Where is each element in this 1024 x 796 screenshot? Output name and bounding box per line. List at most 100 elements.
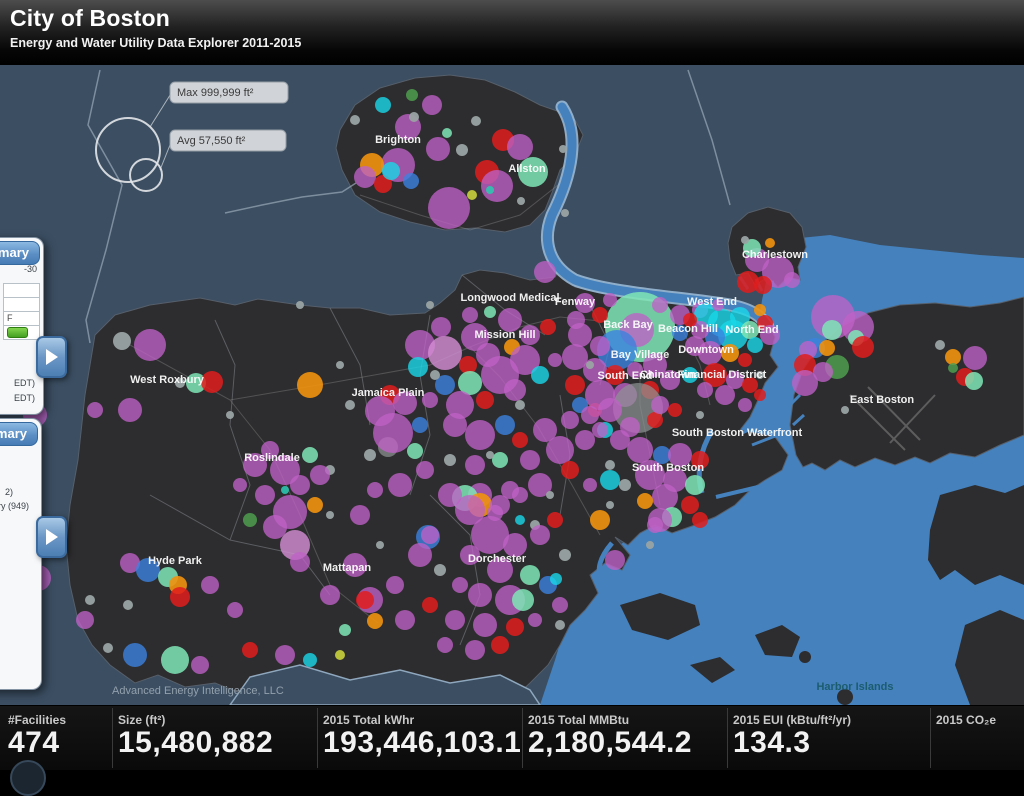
facility-bubble[interactable] <box>606 501 614 509</box>
facility-bubble[interactable] <box>518 157 548 187</box>
facility-bubble[interactable] <box>737 271 759 293</box>
facility-bubble[interactable] <box>290 552 310 572</box>
facility-bubble[interactable] <box>510 345 540 375</box>
facility-bubble[interactable] <box>113 332 131 350</box>
facility-bubble[interactable] <box>445 610 465 630</box>
facility-bubble[interactable] <box>367 613 383 629</box>
facility-bubble[interactable] <box>561 461 579 479</box>
facility-bubble[interactable] <box>456 144 468 156</box>
facility-bubble[interactable] <box>643 353 667 377</box>
facility-bubble[interactable] <box>356 591 374 609</box>
facility-bubble[interactable] <box>600 470 620 490</box>
facility-bubble[interactable] <box>692 512 708 528</box>
facility-bubble[interactable] <box>760 325 780 345</box>
facility-bubble[interactable] <box>491 636 509 654</box>
facility-bubble[interactable] <box>520 450 540 470</box>
facility-bubble[interactable] <box>637 493 653 509</box>
facility-bubble[interactable] <box>476 391 494 409</box>
facility-bubble[interactable] <box>742 377 758 393</box>
facility-bubble[interactable] <box>408 357 428 377</box>
facility-bubble[interactable] <box>651 396 669 414</box>
facility-bubble[interactable] <box>756 371 764 379</box>
facility-bubble[interactable] <box>822 320 842 340</box>
facility-bubble[interactable] <box>726 371 744 389</box>
facility-bubble[interactable] <box>403 173 419 189</box>
facility-bubble[interactable] <box>703 363 727 387</box>
facility-bubble[interactable] <box>813 362 833 382</box>
zoom-control-knob[interactable] <box>10 760 46 796</box>
facility-bubble[interactable] <box>784 272 800 288</box>
facility-bubble[interactable] <box>467 190 477 200</box>
facility-bubble[interactable] <box>546 491 554 499</box>
facility-bubble[interactable] <box>540 319 556 335</box>
facility-bubble[interactable] <box>668 443 692 467</box>
facility-bubble[interactable] <box>741 236 749 244</box>
facility-bubble[interactable] <box>442 128 452 138</box>
facility-bubble[interactable] <box>465 455 485 475</box>
facility-bubble[interactable] <box>517 197 525 205</box>
facility-bubble[interactable] <box>605 460 615 470</box>
facility-bubble[interactable] <box>592 307 608 323</box>
facility-bubble[interactable] <box>512 589 534 611</box>
facility-bubble[interactable] <box>409 112 419 122</box>
facility-bubble[interactable] <box>552 597 568 613</box>
facility-bubble[interactable] <box>592 422 608 438</box>
facility-bubble[interactable] <box>406 89 418 101</box>
facility-bubble[interactable] <box>412 417 428 433</box>
facility-bubble[interactable] <box>430 370 440 380</box>
facility-bubble[interactable] <box>471 516 509 554</box>
facility-bubble[interactable] <box>452 577 468 593</box>
facility-bubble[interactable] <box>422 392 438 408</box>
facility-bubble[interactable] <box>619 479 631 491</box>
facility-bubble[interactable] <box>446 391 474 419</box>
facility-bubble[interactable] <box>603 293 617 307</box>
facility-bubble[interactable] <box>468 583 492 607</box>
facility-bubble[interactable] <box>520 565 540 585</box>
facility-bubble[interactable] <box>945 349 961 365</box>
facility-bubble[interactable] <box>307 497 323 513</box>
facility-bubble[interactable] <box>434 564 446 576</box>
facility-bubble[interactable] <box>242 642 258 658</box>
facility-bubble[interactable] <box>364 449 376 461</box>
facility-bubble[interactable] <box>393 391 417 415</box>
facility-bubble[interactable] <box>503 533 527 557</box>
facility-bubble[interactable] <box>343 553 367 577</box>
facility-bubble[interactable] <box>754 276 772 294</box>
facility-bubble[interactable] <box>605 550 625 570</box>
facility-bubble[interactable] <box>715 385 735 405</box>
facility-bubble[interactable] <box>461 323 489 351</box>
facility-bubble[interactable] <box>339 624 351 636</box>
facility-bubble[interactable] <box>407 443 423 459</box>
facility-bubble[interactable] <box>226 411 234 419</box>
facility-bubble[interactable] <box>310 465 330 485</box>
facility-bubble[interactable] <box>668 403 682 417</box>
facility-bubble[interactable] <box>534 261 556 283</box>
facility-bubble[interactable] <box>350 115 360 125</box>
facility-bubble[interactable] <box>530 525 550 545</box>
facility-bubble[interactable] <box>747 337 763 353</box>
facility-bubble[interactable] <box>794 354 816 376</box>
facility-bubble[interactable] <box>852 336 874 358</box>
facility-bubble[interactable] <box>428 187 470 229</box>
facility-bubble[interactable] <box>528 613 542 627</box>
facility-bubble[interactable] <box>718 320 748 350</box>
facility-bubble[interactable] <box>354 166 376 188</box>
summary-tab-2[interactable]: Summary <box>0 422 38 446</box>
facility-bubble[interactable] <box>465 640 485 660</box>
facility-bubble[interactable] <box>546 436 574 464</box>
facility-bubble[interactable] <box>443 413 467 437</box>
facility-bubble[interactable] <box>484 306 496 318</box>
facility-bubble[interactable] <box>492 452 508 468</box>
facility-bubble[interactable] <box>565 375 585 395</box>
expand-panel-2-button[interactable] <box>36 516 67 558</box>
facility-bubble[interactable] <box>490 495 510 515</box>
facility-bubble[interactable] <box>175 378 185 388</box>
facility-bubble[interactable] <box>170 587 190 607</box>
facility-bubble[interactable] <box>103 643 113 653</box>
facility-bubble[interactable] <box>765 238 775 248</box>
facility-bubble[interactable] <box>515 515 525 525</box>
facility-bubble[interactable] <box>422 597 438 613</box>
facility-bubble[interactable] <box>548 353 562 367</box>
facility-bubble[interactable] <box>473 613 497 637</box>
